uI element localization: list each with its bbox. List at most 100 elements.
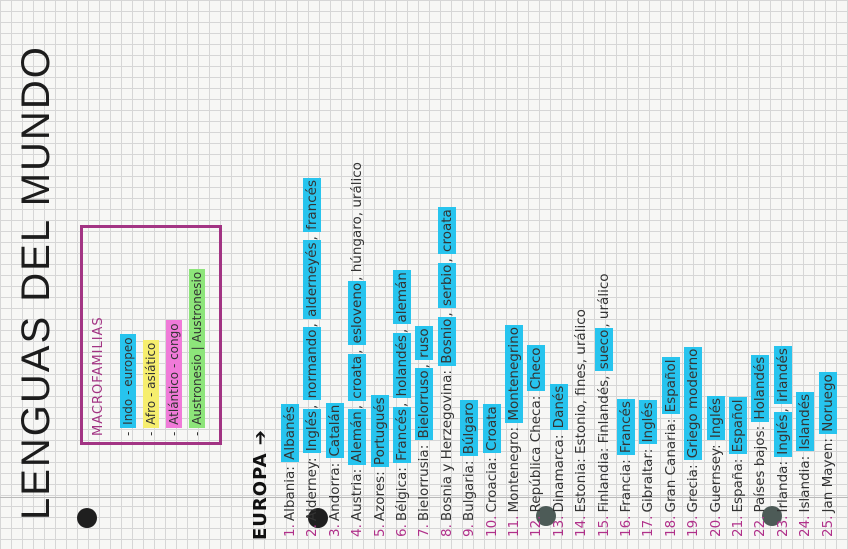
country-name: Estonia: <box>573 458 590 513</box>
language: Montenegrino <box>505 325 523 423</box>
language: Estonio <box>573 404 590 454</box>
country-list-item: 1. Albania: Albanés <box>280 404 300 537</box>
country-list-item: 2.Alderney: Inglés, normando, alderneyés… <box>303 177 322 537</box>
country-list-item: 18. Gran Canaria: Español <box>661 357 681 537</box>
punch-hole <box>762 506 782 526</box>
item-number: 13. <box>550 515 567 537</box>
language: urálico <box>349 162 366 208</box>
language: Alemán <box>348 409 367 465</box>
language: Bielorruso <box>415 368 434 441</box>
macrofamilia-item: - Indo - europeo <box>120 334 136 436</box>
language: croata <box>348 353 367 401</box>
country-list-item: 16. Francia: Francés <box>616 399 636 537</box>
macrofamilia-label: Atlántico - congo <box>166 320 182 428</box>
language: urálico <box>595 273 612 320</box>
item-number: 4. <box>349 524 366 537</box>
language: Francés <box>393 406 411 463</box>
language: Español <box>729 397 747 455</box>
country-name: Grecia: <box>685 464 702 513</box>
country-list-item: 24. Islandia: Islandés <box>795 391 815 537</box>
item-number: 11. <box>506 515 522 537</box>
language: Noruego <box>818 372 837 434</box>
item-number: 12. <box>528 515 545 537</box>
country-name: Países bajos: <box>752 425 769 513</box>
item-number: 15. <box>595 515 612 537</box>
country-list-item: 17. Gibraltar: Inglés <box>638 400 658 537</box>
item-number: 2. <box>304 524 321 537</box>
item-number: 10. <box>483 515 500 537</box>
item-number: 20. <box>707 515 724 537</box>
language: alemán <box>393 270 411 325</box>
country-list-item: 4.Austria: Alemán, croata, esloveno, hún… <box>348 162 367 537</box>
country-name: República Checa: <box>528 395 545 513</box>
item-number: 19. <box>685 515 702 537</box>
page-title: LENGUAS DEL MUNDO <box>14 45 58 520</box>
section-heading-europa: EUROPA ➔ <box>250 429 271 540</box>
item-number: 14. <box>573 515 590 537</box>
item-number: 24. <box>797 515 814 537</box>
item-number: 9. <box>461 524 478 537</box>
item-number: 16. <box>618 515 634 537</box>
language: Griego moderno <box>684 346 703 461</box>
language: Inglés <box>303 409 322 454</box>
language: Búlgaro <box>460 400 479 457</box>
country-name: Montenegro: <box>506 426 522 513</box>
language: Albanés <box>281 404 299 462</box>
language: Español <box>661 357 680 415</box>
country-name: Francia: <box>618 459 634 513</box>
macrofamilia-label: Austronesio | Austronesio <box>189 268 205 428</box>
language: Bosnio <box>437 316 456 366</box>
macrofamilias-heading: MACROFAMILIAS <box>91 316 106 436</box>
macrofamilia-item: - Austronesio | Austronesio <box>189 268 205 436</box>
item-number: 18. <box>662 515 679 537</box>
country-list-item: 22. Países bajos: Holandés <box>750 354 770 537</box>
item-number: 17. <box>640 515 657 537</box>
macrofamilia-label: Afro - asiático <box>143 339 159 428</box>
country-name: Dinamarca: <box>550 434 567 513</box>
country-name: Austria: <box>349 468 366 522</box>
language: Inglés <box>639 400 658 445</box>
item-number: 5. <box>371 524 388 537</box>
item-number: 25. <box>819 515 836 537</box>
item-number: 7. <box>416 524 433 537</box>
country-list-item: 9. Bulgaria: Búlgaro <box>459 400 479 537</box>
country-list-item: 12. República Checa: Checo <box>526 345 546 537</box>
language: holandés <box>393 333 411 399</box>
country-list-item: 10. Croacia: Croata <box>482 404 502 537</box>
item-number: 23. <box>774 515 791 537</box>
language: urálico <box>573 309 590 355</box>
country-name: Azores: <box>371 471 388 522</box>
country-list-item: 7.Bielorrusia: Bielorruso, ruso <box>415 326 434 537</box>
country-list-item: 8.Bosnia y Herzegovina: Bosnio, serbio, … <box>437 207 456 537</box>
country-name: Islandia: <box>797 455 814 513</box>
country-name: Bulgaria: <box>461 460 478 522</box>
country-list-item: 14.Estonia: Estonio, fines, urálico <box>573 309 590 537</box>
language: Portugués <box>370 395 389 468</box>
country-list-item: 20. Guernsey: Inglés <box>706 395 726 537</box>
country-name: Croacia: <box>483 457 500 513</box>
language: ruso <box>415 326 434 360</box>
country-name: Bosnia y Herzegovina: <box>438 370 455 522</box>
language: Inglés <box>706 395 725 441</box>
language: francés <box>303 177 322 232</box>
macrofamilia-label: Indo - europeo <box>120 334 136 428</box>
language: Inglés <box>773 412 792 457</box>
item-number: 21. <box>730 515 746 537</box>
country-name: Irlanda: <box>774 461 791 513</box>
country-name: Finlandia: <box>595 447 612 513</box>
language: esloveno <box>348 280 367 346</box>
language: Holandés <box>751 354 770 422</box>
language: húngaro <box>349 216 366 273</box>
language: Islandés <box>796 391 815 452</box>
language: alderneyés <box>303 240 322 319</box>
country-name: Albania: <box>282 466 298 522</box>
language: serbio <box>437 262 456 309</box>
item-number: 22. <box>752 515 769 537</box>
country-name: Gran Canaria: <box>662 418 679 513</box>
country-list-item: 3. Andorra: Catalán <box>325 402 345 537</box>
language: Danés <box>549 383 568 431</box>
language: fines <box>573 363 590 396</box>
language: normando <box>303 327 322 401</box>
country-name: Bélgica: <box>394 467 410 522</box>
